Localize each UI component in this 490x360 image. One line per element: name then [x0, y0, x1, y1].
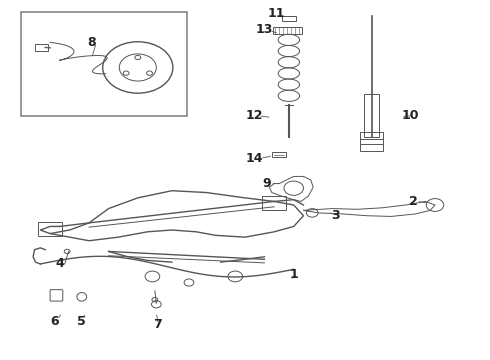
Text: 4: 4	[55, 257, 64, 270]
Text: 8: 8	[87, 36, 96, 49]
Bar	[282, 16, 296, 21]
Bar	[273, 27, 302, 33]
Text: 13: 13	[256, 23, 273, 36]
Bar	[360, 132, 383, 152]
Text: 6: 6	[50, 315, 59, 328]
Bar	[38, 222, 62, 237]
Text: 11: 11	[268, 8, 285, 21]
Text: 5: 5	[77, 315, 86, 328]
Bar	[272, 153, 287, 157]
Text: 7: 7	[153, 318, 162, 331]
Bar	[21, 12, 187, 116]
Bar	[364, 94, 379, 137]
Text: 9: 9	[263, 177, 271, 190]
Bar	[262, 196, 287, 210]
Text: 2: 2	[409, 195, 417, 208]
Bar	[35, 44, 48, 51]
Text: 12: 12	[246, 109, 264, 122]
Text: 1: 1	[290, 268, 298, 281]
Text: 3: 3	[331, 209, 340, 222]
Text: 14: 14	[246, 152, 264, 165]
Text: 10: 10	[402, 109, 419, 122]
